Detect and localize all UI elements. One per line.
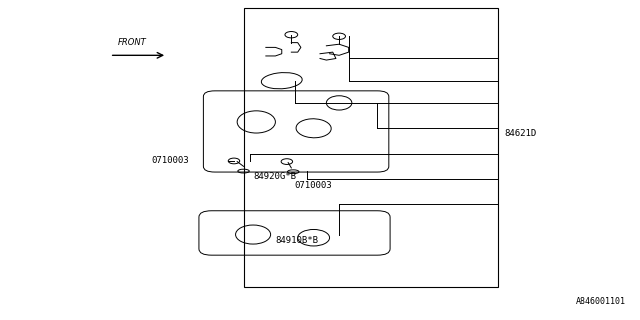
Text: 0710003: 0710003 xyxy=(151,156,189,165)
Bar xyxy=(244,8,499,287)
Text: 84910B*B: 84910B*B xyxy=(275,236,318,245)
Text: 0710003: 0710003 xyxy=(294,181,332,190)
Text: 84621D: 84621D xyxy=(505,129,537,138)
Text: FRONT: FRONT xyxy=(118,38,147,47)
Text: 84920G*B: 84920G*B xyxy=(253,172,296,181)
Text: A846001101: A846001101 xyxy=(576,297,626,306)
